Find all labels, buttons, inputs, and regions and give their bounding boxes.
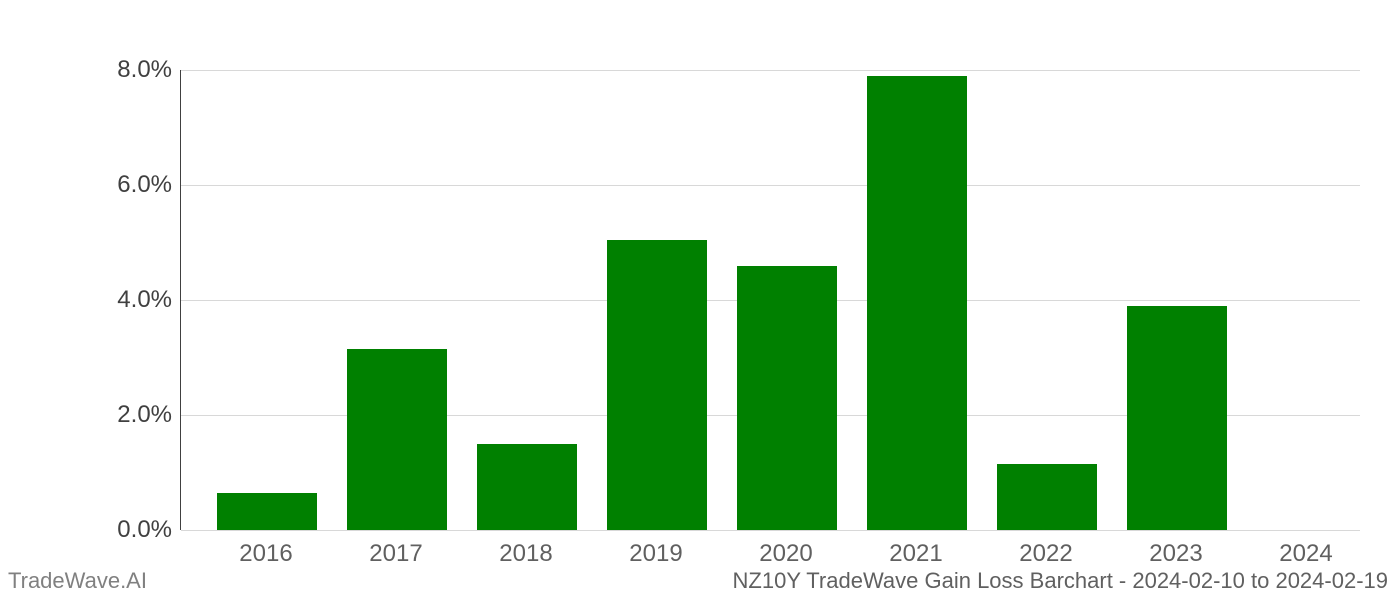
xtick-label: 2022	[1019, 540, 1072, 568]
gridline	[181, 530, 1360, 531]
bar	[347, 349, 447, 530]
gridline	[181, 185, 1360, 186]
bar	[1127, 306, 1227, 530]
xtick-label: 2017	[369, 540, 422, 568]
plot-area	[180, 70, 1360, 530]
footer-right-text: NZ10Y TradeWave Gain Loss Barchart - 202…	[733, 568, 1388, 594]
xtick-label: 2021	[889, 540, 942, 568]
xtick-label: 2024	[1279, 540, 1332, 568]
xtick-label: 2019	[629, 540, 682, 568]
bar	[477, 444, 577, 530]
xtick-label: 2016	[239, 540, 292, 568]
xtick-label: 2020	[759, 540, 812, 568]
footer-left-text: TradeWave.AI	[8, 568, 147, 594]
ytick-label: 6.0%	[72, 171, 172, 199]
bar	[217, 493, 317, 530]
ytick-label: 4.0%	[72, 286, 172, 314]
bar	[737, 266, 837, 531]
bar-chart	[180, 70, 1360, 530]
ytick-label: 8.0%	[72, 56, 172, 84]
ytick-label: 0.0%	[72, 516, 172, 544]
bar	[867, 76, 967, 530]
gridline	[181, 70, 1360, 71]
bar	[607, 240, 707, 530]
xtick-label: 2023	[1149, 540, 1202, 568]
bar	[997, 464, 1097, 530]
xtick-label: 2018	[499, 540, 552, 568]
ytick-label: 2.0%	[72, 401, 172, 429]
